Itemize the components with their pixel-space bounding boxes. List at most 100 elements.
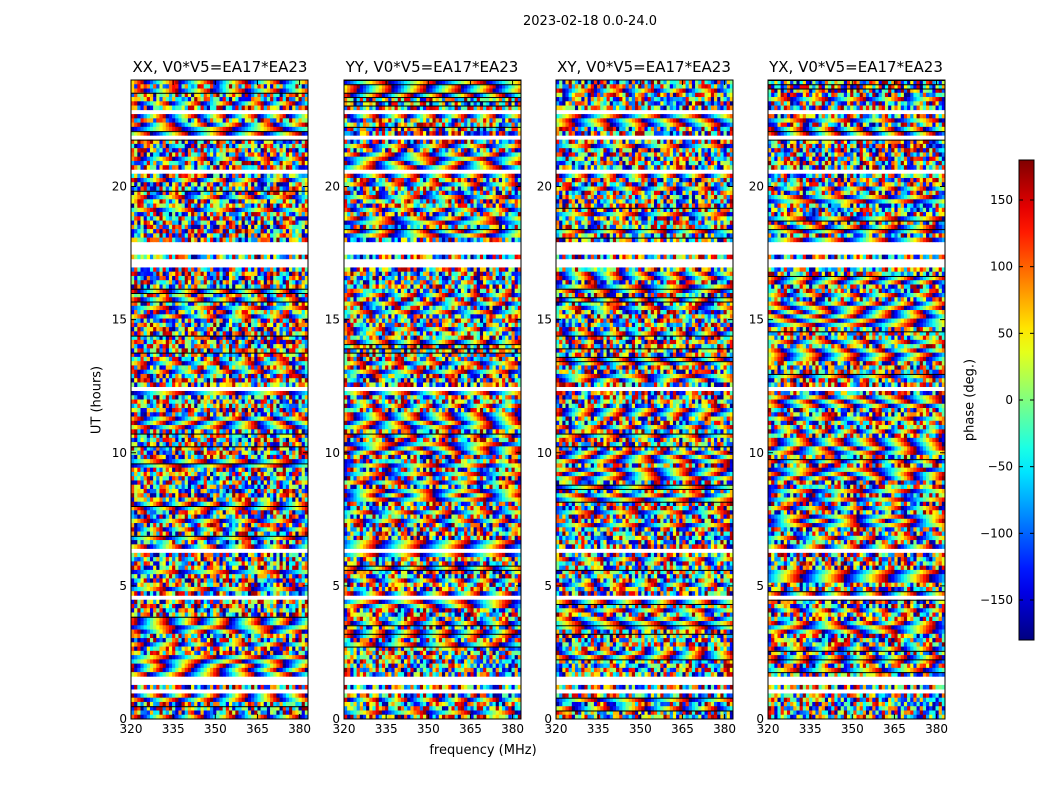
heatmap-cell xyxy=(225,126,230,132)
heatmap-cell xyxy=(131,425,135,430)
heatmap-cell xyxy=(165,488,170,494)
heatmap-cell xyxy=(149,310,154,315)
heatmap-cell xyxy=(295,314,299,319)
heatmap-cell xyxy=(206,267,211,272)
heatmap-cell xyxy=(295,88,299,94)
heatmap-cell xyxy=(301,378,306,383)
heatmap-cell xyxy=(181,160,186,166)
heatmap-cell xyxy=(206,339,211,345)
heatmap-cell xyxy=(260,186,265,192)
heatmap-cell xyxy=(222,297,227,302)
heatmap-cell xyxy=(134,233,138,238)
heatmap-cell xyxy=(200,101,204,106)
heatmap-cell xyxy=(251,216,255,221)
heatmap-cell xyxy=(282,403,287,409)
heatmap-cell xyxy=(175,177,179,183)
heatmap-cell xyxy=(295,425,299,430)
heatmap-cell xyxy=(149,348,154,353)
heatmap-cell xyxy=(181,339,186,345)
heatmap-cell xyxy=(131,373,135,379)
heatmap-cell xyxy=(251,433,255,439)
panel-title-yy: YY, V0*V5=EA17*EA23 xyxy=(343,58,521,76)
heatmap-cell xyxy=(241,126,246,132)
heatmap-cell xyxy=(137,182,141,187)
heatmap-cell xyxy=(159,399,163,405)
heatmap-cell xyxy=(235,480,239,485)
heatmap-cell xyxy=(178,403,182,409)
heatmap-cell xyxy=(279,207,284,213)
heatmap-cell xyxy=(273,216,277,221)
heatmap-cell xyxy=(251,399,255,405)
heatmap-cell xyxy=(184,361,189,366)
heatmap-cell xyxy=(260,182,265,187)
heatmap-cell xyxy=(244,395,249,400)
heatmap-cell xyxy=(187,271,192,277)
heatmap-cell xyxy=(298,97,302,102)
heatmap-cell xyxy=(266,369,271,375)
heatmap-cell xyxy=(228,203,233,209)
heatmap-cell xyxy=(178,293,182,298)
heatmap-cell xyxy=(219,463,223,468)
heatmap-cell xyxy=(210,97,214,102)
heatmap-cell xyxy=(172,420,176,426)
heatmap-cell xyxy=(266,148,271,153)
heatmap-cell xyxy=(228,403,233,409)
heatmap-cell xyxy=(213,429,217,434)
heatmap-cell xyxy=(251,114,255,119)
heatmap-cell xyxy=(149,471,154,477)
heatmap-cell xyxy=(285,301,290,307)
heatmap-cell xyxy=(203,348,208,353)
heatmap-cell xyxy=(235,212,239,217)
heatmap-cell xyxy=(270,220,274,226)
heatmap-cell xyxy=(282,395,287,400)
heatmap-cell xyxy=(273,233,277,238)
heatmap-cell xyxy=(184,139,189,145)
heatmap-cell xyxy=(194,173,198,179)
heatmap-cell xyxy=(131,280,135,285)
heatmap-cell xyxy=(149,416,154,422)
heatmap-cell xyxy=(162,361,167,366)
heatmap-cell xyxy=(238,199,242,204)
heatmap-cell xyxy=(165,101,170,106)
heatmap-cell xyxy=(251,126,255,132)
heatmap-cell xyxy=(254,114,258,119)
heatmap-cell xyxy=(228,356,233,362)
heatmap-cell xyxy=(276,139,280,145)
heatmap-cell xyxy=(165,131,170,136)
heatmap-cell xyxy=(228,118,233,123)
heatmap-cell xyxy=(282,459,287,464)
heatmap-cell xyxy=(270,310,274,315)
heatmap-cell xyxy=(270,339,274,345)
heatmap-cell xyxy=(228,471,233,477)
heatmap-cell xyxy=(194,378,198,383)
heatmap-cell xyxy=(282,190,287,196)
heatmap-cell xyxy=(159,152,163,157)
heatmap-cell xyxy=(137,314,141,319)
heatmap-cell xyxy=(175,229,179,234)
heatmap-cell xyxy=(162,190,167,196)
heatmap-cell xyxy=(191,488,195,494)
heatmap-cell xyxy=(260,416,265,422)
heatmap-cell xyxy=(216,105,220,111)
heatmap-cell xyxy=(191,156,195,162)
heatmap-cell xyxy=(134,399,138,405)
heatmap-cell xyxy=(301,92,306,98)
heatmap-cell xyxy=(241,408,246,413)
heatmap-cell xyxy=(194,420,198,426)
heatmap-cell xyxy=(184,322,189,328)
heatmap-cell xyxy=(200,480,204,485)
heatmap-cell xyxy=(194,412,198,417)
heatmap-cell xyxy=(241,450,246,456)
heatmap-cell xyxy=(184,310,189,315)
heatmap-cell xyxy=(244,148,249,153)
heatmap-cell xyxy=(203,143,208,149)
heatmap-cell xyxy=(178,203,182,209)
heatmap-cell xyxy=(216,92,220,98)
heatmap-cell xyxy=(282,177,287,183)
heatmap-cell xyxy=(200,476,204,481)
heatmap-cell xyxy=(260,471,265,477)
heatmap-cell xyxy=(137,463,141,468)
heatmap-cell xyxy=(162,220,167,226)
heatmap-cell xyxy=(200,275,204,281)
heatmap-cell xyxy=(219,173,223,179)
